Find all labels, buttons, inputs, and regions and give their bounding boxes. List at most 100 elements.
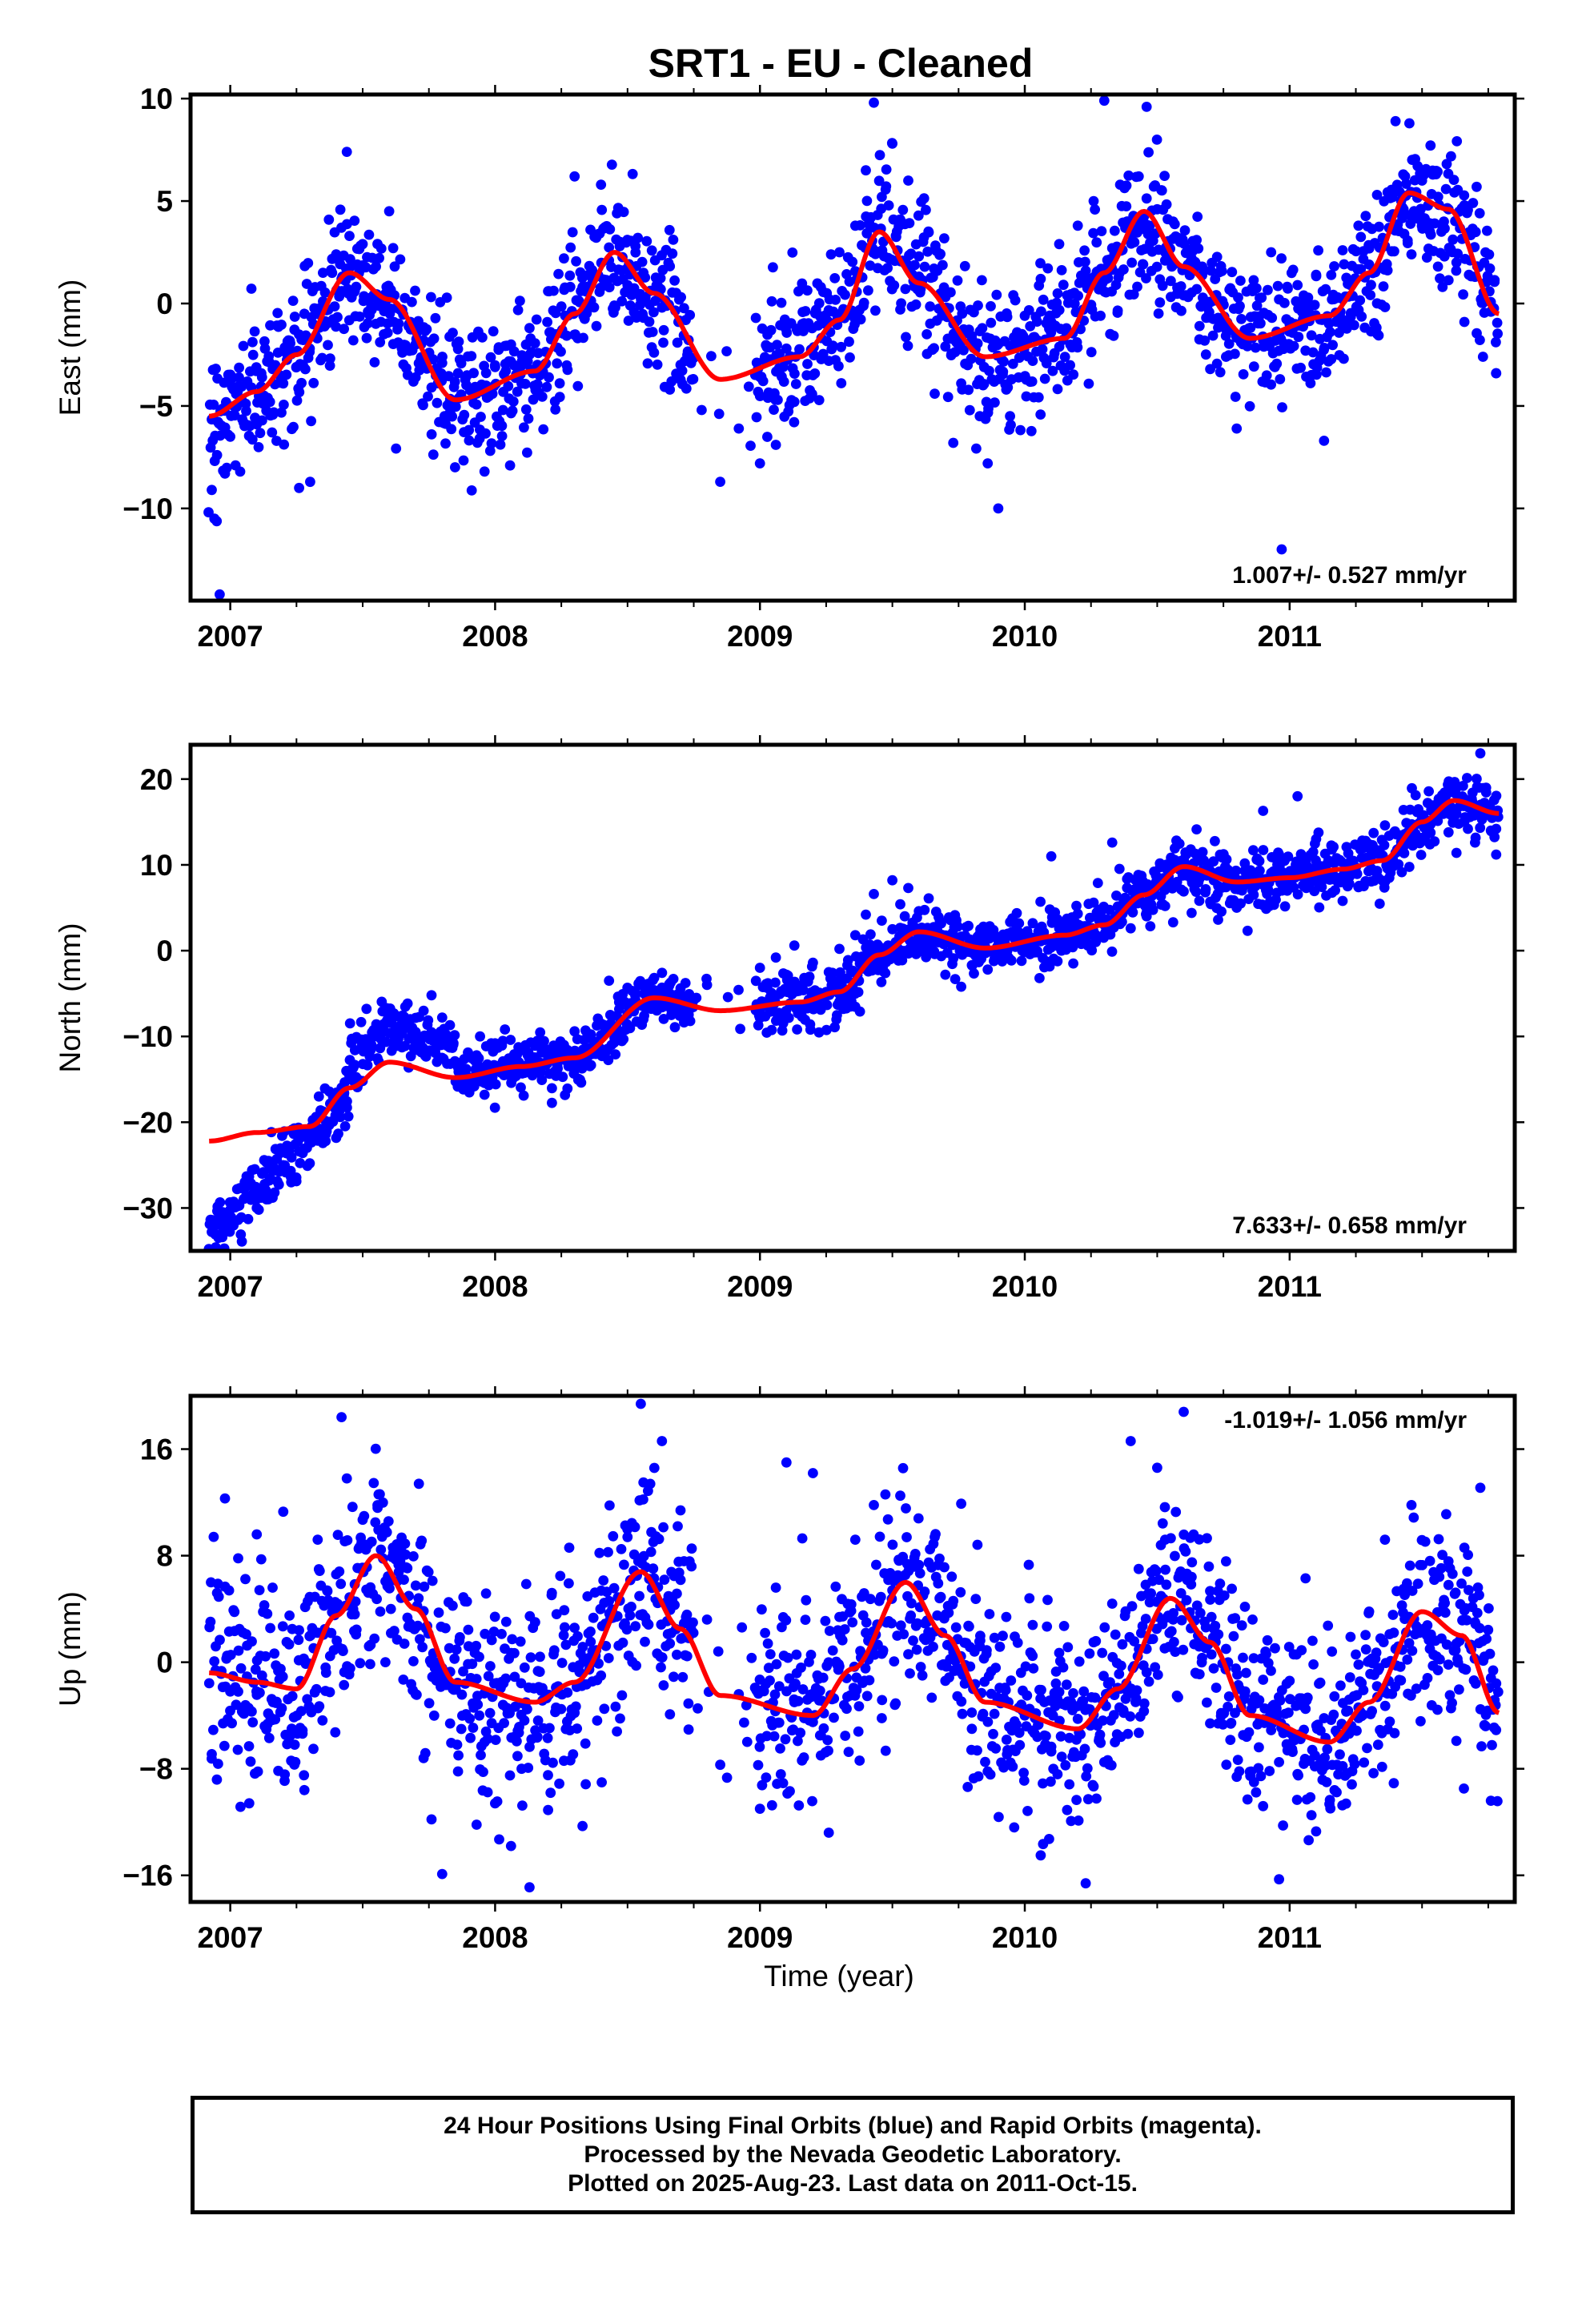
- data-point: [391, 443, 402, 454]
- data-point: [938, 259, 948, 271]
- data-point: [658, 1014, 669, 1024]
- data-point: [1283, 851, 1294, 862]
- data-point: [754, 458, 765, 468]
- y-tick-label: 10: [140, 849, 173, 882]
- data-point: [1114, 1669, 1125, 1679]
- data-point: [1248, 361, 1259, 372]
- data-point: [805, 1024, 816, 1035]
- data-point: [1191, 887, 1202, 897]
- data-point: [691, 992, 702, 1003]
- data-point: [264, 396, 275, 408]
- data-point: [347, 1502, 358, 1513]
- data-point: [444, 1019, 456, 1031]
- data-point: [808, 370, 818, 380]
- data-point: [479, 1089, 490, 1100]
- data-point: [603, 1653, 614, 1663]
- data-point: [1311, 834, 1322, 845]
- data-point: [530, 1617, 540, 1628]
- data-point: [1176, 1614, 1187, 1626]
- data-point: [1167, 216, 1178, 227]
- data-point: [1459, 190, 1470, 201]
- data-point: [278, 1164, 289, 1176]
- data-point: [424, 1698, 435, 1709]
- data-point: [544, 1723, 555, 1734]
- data-point: [1272, 1709, 1283, 1720]
- data-point: [1248, 1653, 1259, 1664]
- data-point: [1274, 1757, 1284, 1767]
- data-point: [1242, 925, 1253, 936]
- data-point: [721, 346, 732, 356]
- data-point: [459, 409, 470, 420]
- data-point: [1138, 1706, 1150, 1717]
- data-point: [1215, 367, 1226, 378]
- data-point: [675, 360, 686, 371]
- data-point: [1005, 411, 1015, 422]
- data-point: [296, 377, 307, 388]
- data-point: [273, 1179, 284, 1190]
- data-point: [393, 1566, 404, 1578]
- data-point: [870, 305, 881, 316]
- data-point: [211, 1217, 223, 1228]
- data-point: [451, 1644, 462, 1655]
- data-point: [1202, 1533, 1212, 1544]
- data-point: [1244, 400, 1255, 412]
- data-point: [1443, 275, 1454, 286]
- data-point: [291, 395, 303, 406]
- data-point: [988, 1728, 998, 1739]
- data-point: [215, 1634, 225, 1646]
- data-point: [267, 427, 278, 438]
- data-point: [474, 1710, 485, 1721]
- data-point: [227, 1718, 237, 1729]
- data-point: [1315, 1677, 1326, 1688]
- data-point: [765, 1675, 775, 1686]
- data-point: [547, 1097, 557, 1108]
- data-point: [854, 1006, 865, 1017]
- data-point: [880, 1489, 891, 1500]
- data-point: [994, 1641, 1006, 1652]
- data-point: [823, 967, 834, 978]
- data-point: [509, 1647, 520, 1659]
- data-point: [512, 1735, 522, 1747]
- data-point: [664, 224, 675, 235]
- data-point: [1140, 1614, 1151, 1624]
- data-point: [882, 263, 893, 274]
- data-point: [504, 1770, 516, 1781]
- data-point: [1153, 308, 1164, 319]
- data-point: [426, 429, 437, 440]
- data-point: [1211, 1683, 1222, 1693]
- data-point: [507, 405, 518, 416]
- data-point: [1492, 317, 1503, 328]
- data-point: [1432, 167, 1443, 177]
- data-point: [1390, 115, 1401, 127]
- data-point: [1393, 859, 1404, 870]
- data-point: [1258, 806, 1269, 816]
- data-point: [1322, 1743, 1333, 1755]
- data-point: [743, 381, 754, 392]
- data-point: [1221, 1556, 1231, 1567]
- data-point: [648, 972, 660, 983]
- data-point: [428, 449, 439, 460]
- data-point: [436, 1012, 448, 1023]
- data-point: [1144, 220, 1155, 231]
- data-point: [1071, 1795, 1082, 1806]
- data-point: [1205, 364, 1215, 375]
- data-point: [238, 340, 249, 352]
- data-point: [487, 388, 498, 400]
- data-point: [923, 893, 934, 904]
- data-point: [1305, 378, 1316, 388]
- data-point: [669, 1599, 680, 1610]
- data-point: [915, 1662, 926, 1672]
- data-point: [1253, 1763, 1264, 1774]
- data-point: [1041, 1731, 1051, 1742]
- data-point: [1092, 878, 1103, 888]
- data-point: [380, 1657, 391, 1668]
- data-point: [813, 395, 825, 405]
- data-point: [913, 210, 924, 221]
- data-point: [895, 1620, 906, 1631]
- data-point: [672, 337, 683, 348]
- data-point: [232, 1744, 243, 1755]
- data-point: [823, 1745, 833, 1756]
- data-point: [1062, 940, 1073, 951]
- data-point: [243, 1741, 255, 1751]
- data-point: [1145, 921, 1156, 931]
